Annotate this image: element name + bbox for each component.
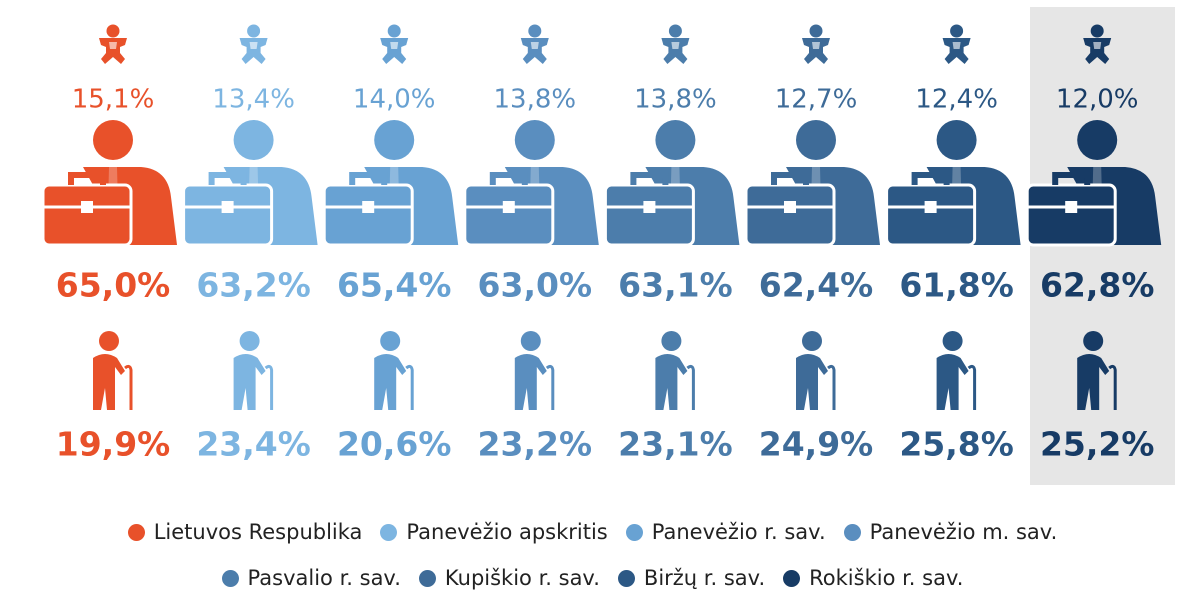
elderly-share: 24,9% <box>759 425 874 464</box>
working-share: 65,4% <box>337 266 452 305</box>
legend-label: Pasvalio r. sav. <box>247 566 401 590</box>
legend-item: Kupiškio r. sav. <box>418 566 600 590</box>
working-share: 65,0% <box>56 266 171 305</box>
elderly-share: 20,6% <box>337 425 452 464</box>
legend-label: Panevėžio m. sav. <box>869 520 1058 544</box>
working-share: 63,0% <box>478 266 593 305</box>
legend-item: Panevėžio r. sav. <box>625 520 826 544</box>
legend-row: Lietuvos Respublika Panevėžio apskritis Pa… <box>0 520 1185 544</box>
children-share: 13,4% <box>212 85 295 115</box>
baby-icon <box>239 24 268 64</box>
baby-icon <box>802 24 830 64</box>
children-share: 12,4% <box>915 85 998 115</box>
region-column: 13,8% 63,0% 23,2% <box>465 24 599 464</box>
legend-label: Rokiškio r. sav. <box>809 566 964 590</box>
legend-item: Lietuvos Respublika <box>127 520 363 544</box>
children-share: 15,1% <box>72 85 155 115</box>
worker-icon <box>324 120 458 245</box>
legend-item: Panevėžio m. sav. <box>843 520 1058 544</box>
elder-icon <box>935 329 977 412</box>
columns: 15,1% 65,0% 19,9% 13,4% 63,2% 23,4% 14,0% 65,4%… <box>43 24 1161 464</box>
baby-icon <box>942 24 971 64</box>
legend-item: Biržų r. sav. <box>617 566 766 590</box>
worker-icon <box>465 120 599 245</box>
elderly-share: 25,2% <box>1040 425 1155 464</box>
region-column: 13,4% 63,2% 23,4% <box>184 24 318 464</box>
legend-dot <box>127 523 145 541</box>
elderly-share: 25,8% <box>899 425 1014 464</box>
worker-icon <box>746 120 880 245</box>
legend-label: Panevėžio apskritis <box>406 520 608 544</box>
elder-icon <box>232 329 274 412</box>
elderly-share: 23,4% <box>196 425 311 464</box>
legend-dot <box>617 569 635 587</box>
elder-icon <box>513 329 555 412</box>
legend-item: Panevėžio apskritis <box>380 520 608 544</box>
region-column: 15,1% 65,0% 19,9% <box>43 24 177 464</box>
elderly-share: 23,1% <box>618 425 733 464</box>
working-share: 63,2% <box>196 266 311 305</box>
legend-dot <box>221 569 239 587</box>
legend-dot <box>783 569 801 587</box>
baby-icon <box>520 24 549 64</box>
worker-icon <box>43 120 177 245</box>
region-column: 12,7% 62,4% 24,9% <box>746 24 880 464</box>
legend-item: Pasvalio r. sav. <box>221 566 401 590</box>
elder-icon <box>653 329 695 412</box>
legend-dot <box>380 523 398 541</box>
children-share: 12,7% <box>775 85 858 115</box>
legend-dot <box>625 523 643 541</box>
legend-label: Kupiškio r. sav. <box>444 566 600 590</box>
region-column: 12,4% 61,8% 25,8% <box>887 24 1021 464</box>
elderly-share: 23,2% <box>478 425 593 464</box>
children-share: 14,0% <box>353 85 436 115</box>
baby-icon <box>99 24 127 64</box>
region-column: 12,0% 62,8% 25,2% <box>1027 24 1161 464</box>
elderly-share: 19,9% <box>56 425 171 464</box>
baby-icon <box>661 24 690 64</box>
legend-label: Biržų r. sav. <box>643 566 766 590</box>
children-share: 13,8% <box>634 85 717 115</box>
elder-icon <box>372 329 414 412</box>
legend-dot <box>843 523 861 541</box>
working-share: 61,8% <box>899 266 1014 305</box>
working-share: 62,4% <box>759 266 874 305</box>
region-column: 14,0% 65,4% 20,6% <box>324 24 458 464</box>
elder-icon <box>91 329 133 412</box>
legend-row: Pasvalio r. sav. Kupiškio r. sav. Biržų r.… <box>0 566 1185 590</box>
working-share: 63,1% <box>618 266 733 305</box>
baby-icon <box>380 24 409 64</box>
legend-label: Panevėžio r. sav. <box>651 520 826 544</box>
legend-label: Lietuvos Respublika <box>153 520 363 544</box>
legend-item: Rokiškio r. sav. <box>783 566 963 590</box>
legend-dot <box>418 569 436 587</box>
worker-icon <box>184 120 318 245</box>
region-column: 13,8% 63,1% 23,1% <box>605 24 739 464</box>
worker-icon <box>605 120 739 245</box>
elder-icon <box>794 329 836 412</box>
children-share: 12,0% <box>1056 85 1139 115</box>
worker-icon <box>887 120 1021 245</box>
working-share: 62,8% <box>1040 266 1155 305</box>
children-share: 13,8% <box>493 85 576 115</box>
